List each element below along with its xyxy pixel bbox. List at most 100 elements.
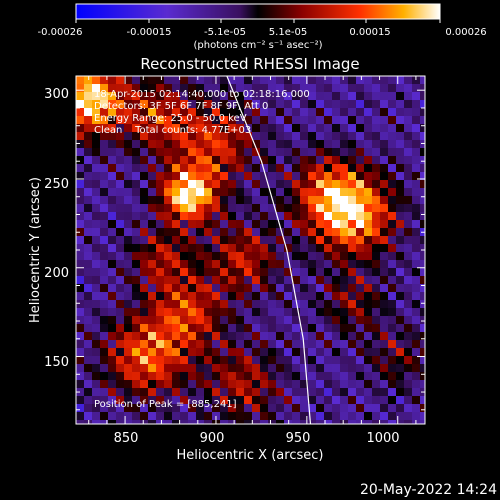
heatmap-cell	[244, 396, 252, 404]
heatmap-cell	[372, 404, 380, 412]
heatmap-cell	[188, 292, 196, 300]
heatmap-cell	[84, 100, 92, 108]
heatmap-cell	[140, 268, 148, 276]
heatmap-cell	[76, 332, 84, 340]
heatmap-cell	[204, 156, 212, 164]
heatmap-cell	[292, 100, 300, 108]
heatmap-cell	[148, 244, 156, 252]
heatmap-cell	[156, 284, 164, 292]
heatmap-cell	[404, 284, 412, 292]
heatmap-cell	[396, 220, 404, 228]
heatmap-cell	[420, 300, 425, 308]
heatmap-cell	[84, 404, 92, 412]
heatmap-cell	[276, 116, 284, 124]
heatmap-cell	[92, 276, 100, 284]
heatmap-cell	[300, 108, 308, 116]
heatmap-cell	[420, 396, 425, 404]
heatmap-cell	[324, 172, 332, 180]
heatmap-cell	[148, 316, 156, 324]
heatmap-cell	[396, 108, 404, 116]
heatmap-cell	[268, 100, 276, 108]
heatmap-cell	[348, 84, 356, 92]
heatmap-cell	[364, 364, 372, 372]
heatmap-cell	[396, 140, 404, 148]
heatmap-cell	[404, 156, 412, 164]
heatmap-cell	[340, 252, 348, 260]
heatmap-cell	[140, 172, 148, 180]
heatmap-cell	[228, 340, 236, 348]
heatmap-cell	[380, 212, 388, 220]
heatmap-cell	[348, 172, 356, 180]
heatmap-cell	[188, 124, 196, 132]
heatmap-cell	[180, 228, 188, 236]
heatmap-cell	[260, 92, 268, 100]
heatmap-cell	[388, 204, 396, 212]
heatmap-cell	[228, 364, 236, 372]
heatmap-cell	[204, 76, 212, 84]
heatmap-cell	[316, 212, 324, 220]
heatmap-cell	[268, 132, 276, 140]
heatmap-cell	[196, 220, 204, 228]
heatmap-cell	[284, 300, 292, 308]
heatmap-cell	[284, 420, 292, 424]
heatmap-cell	[92, 204, 100, 212]
heatmap-cell	[228, 404, 236, 412]
heatmap-cell	[188, 156, 196, 164]
heatmap-cell	[236, 324, 244, 332]
heatmap-cell	[252, 220, 260, 228]
heatmap-cell	[140, 364, 148, 372]
heatmap-cell	[300, 100, 308, 108]
solar-limb-curve	[226, 75, 312, 425]
colorbar-tick-label: 0.00015	[349, 27, 390, 38]
heatmap-cell	[252, 268, 260, 276]
heatmap-cell	[124, 316, 132, 324]
heatmap-cell	[404, 220, 412, 228]
heatmap-cell	[172, 148, 180, 156]
heatmap-cell	[356, 412, 364, 420]
heatmap-cell	[156, 92, 164, 100]
heatmap-cell	[300, 412, 308, 420]
heatmap-cell	[388, 268, 396, 276]
heatmap-cell	[324, 148, 332, 156]
heatmap-cell	[76, 92, 84, 100]
heatmap-cell	[308, 140, 316, 148]
heatmap-cell	[420, 84, 425, 92]
heatmap-cell	[84, 236, 92, 244]
heatmap-cell	[252, 164, 260, 172]
heatmap-cell	[324, 140, 332, 148]
heatmap-cell	[156, 276, 164, 284]
heatmap-cell	[172, 140, 180, 148]
heatmap-cell	[84, 292, 92, 300]
heatmap-cell	[308, 396, 316, 404]
heatmap-cell	[84, 220, 92, 228]
heatmap-cell	[316, 324, 324, 332]
heatmap-cell	[348, 380, 356, 388]
heatmap-cell	[252, 332, 260, 340]
heatmap-cell	[244, 412, 252, 420]
heatmap-cell	[420, 340, 425, 348]
heatmap-cell	[204, 388, 212, 396]
heatmap-cell	[156, 420, 164, 424]
heatmap-cell	[308, 212, 316, 220]
heatmap-cell	[212, 252, 220, 260]
heatmap-cell	[132, 244, 140, 252]
heatmap-cell	[156, 116, 164, 124]
heatmap-cell	[396, 276, 404, 284]
heatmap-cell	[332, 388, 340, 396]
heatmap-cell	[348, 332, 356, 340]
heatmap-cell	[332, 412, 340, 420]
colorbar-tick-label: 0.00026	[445, 27, 486, 38]
heatmap-cell	[132, 228, 140, 236]
heatmap-cell	[348, 260, 356, 268]
heatmap-cell	[108, 92, 116, 100]
heatmap-cell	[356, 212, 364, 220]
heatmap-cell	[156, 316, 164, 324]
heatmap-cell	[332, 164, 340, 172]
heatmap-cell	[404, 412, 412, 420]
heatmap-cell	[260, 276, 268, 284]
heatmap-cell	[260, 84, 268, 92]
heatmap-cell	[116, 244, 124, 252]
heatmap-cell	[92, 292, 100, 300]
heatmap-cell	[276, 356, 284, 364]
heatmap-cell	[348, 180, 356, 188]
